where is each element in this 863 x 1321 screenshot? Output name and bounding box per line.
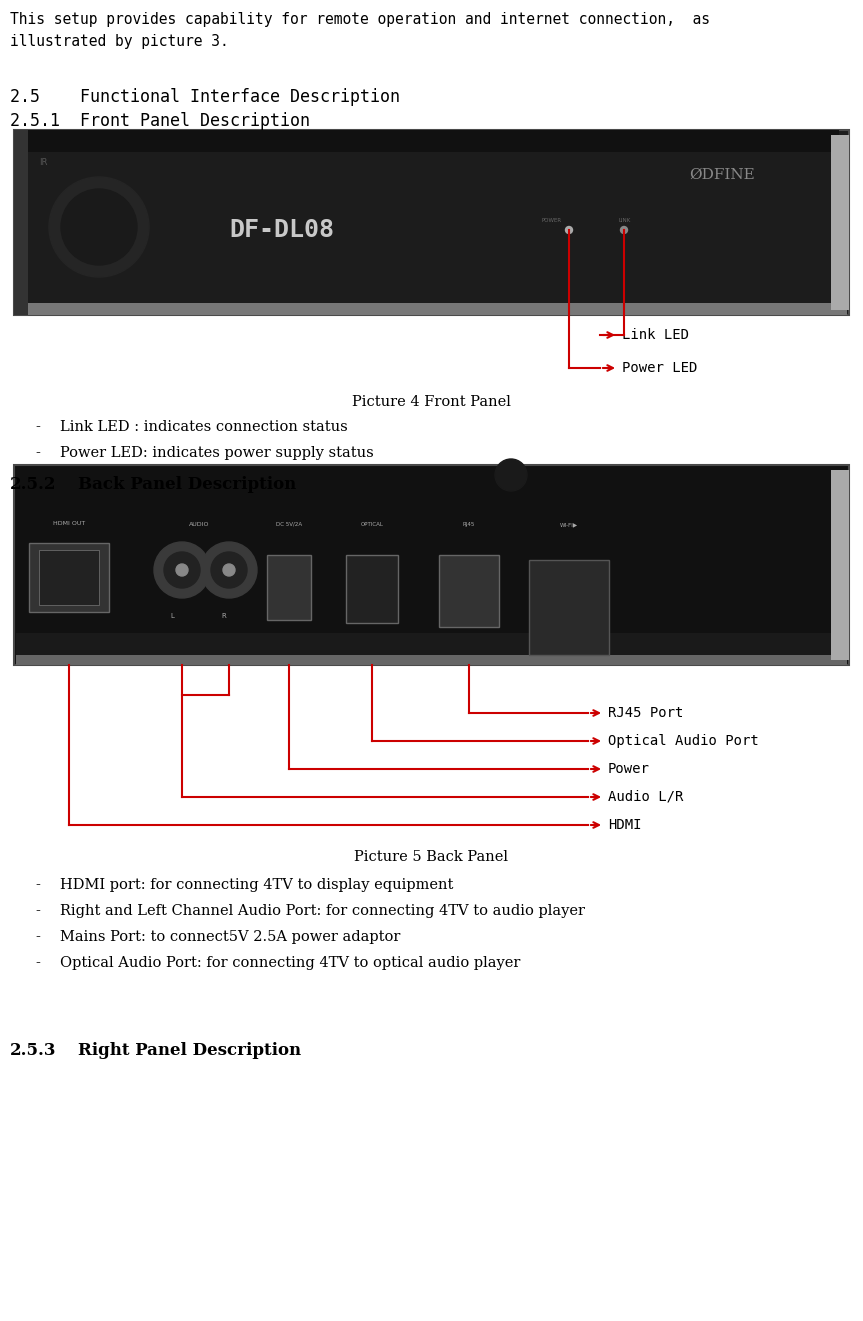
Text: Audio L/R: Audio L/R bbox=[608, 790, 683, 804]
Text: Optical Audio Port: Optical Audio Port bbox=[608, 734, 759, 748]
Text: Right Panel Description: Right Panel Description bbox=[78, 1042, 301, 1059]
Bar bbox=[39, 550, 99, 605]
FancyBboxPatch shape bbox=[29, 543, 109, 612]
Circle shape bbox=[201, 542, 257, 598]
Text: L: L bbox=[170, 613, 174, 620]
Text: -: - bbox=[35, 904, 40, 918]
Text: RJ45 Port: RJ45 Port bbox=[608, 705, 683, 720]
Bar bbox=[16, 653, 847, 664]
Text: -: - bbox=[35, 930, 40, 945]
Text: WI-FI▶: WI-FI▶ bbox=[560, 522, 578, 527]
FancyBboxPatch shape bbox=[14, 129, 849, 314]
Bar bbox=[439, 555, 499, 627]
Text: Optical Audio Port: for connecting 4TV to optical audio player: Optical Audio Port: for connecting 4TV t… bbox=[60, 956, 520, 970]
Text: Picture 4 Front Panel: Picture 4 Front Panel bbox=[351, 395, 510, 410]
Text: DC 5V/2A: DC 5V/2A bbox=[276, 522, 302, 527]
Circle shape bbox=[176, 564, 188, 576]
Bar bbox=[24, 129, 839, 152]
Circle shape bbox=[620, 226, 627, 234]
Text: 2.5.1  Front Panel Description: 2.5.1 Front Panel Description bbox=[10, 112, 310, 129]
Bar bbox=[14, 129, 28, 314]
Text: 2.5.3: 2.5.3 bbox=[10, 1042, 56, 1059]
Text: HDMI OUT: HDMI OUT bbox=[53, 520, 85, 526]
Text: 2.5.2: 2.5.2 bbox=[10, 476, 56, 493]
Text: RJ45: RJ45 bbox=[463, 522, 476, 527]
Text: HDMI port: for connecting 4TV to display equipment: HDMI port: for connecting 4TV to display… bbox=[60, 878, 453, 892]
Text: Link LED: Link LED bbox=[622, 328, 689, 342]
Text: IR: IR bbox=[39, 159, 47, 166]
Bar bbox=[831, 470, 849, 660]
Text: Back Panel Description: Back Panel Description bbox=[78, 476, 296, 493]
Bar bbox=[16, 633, 831, 655]
Bar bbox=[831, 135, 849, 310]
Bar bbox=[529, 560, 609, 655]
FancyBboxPatch shape bbox=[14, 465, 849, 664]
Text: R: R bbox=[222, 613, 226, 620]
Text: -: - bbox=[35, 446, 40, 460]
Text: DF-DL08: DF-DL08 bbox=[229, 218, 334, 242]
Circle shape bbox=[211, 552, 247, 588]
Text: -: - bbox=[35, 878, 40, 892]
Circle shape bbox=[154, 542, 210, 598]
Circle shape bbox=[495, 458, 527, 491]
Text: Right and Left Channel Audio Port: for connecting 4TV to audio player: Right and Left Channel Audio Port: for c… bbox=[60, 904, 585, 918]
Text: Link LED : indicates connection status: Link LED : indicates connection status bbox=[60, 420, 348, 435]
Text: ØDFINE: ØDFINE bbox=[689, 168, 755, 182]
Text: Power LED: Power LED bbox=[622, 361, 697, 375]
Text: This setup provides capability for remote operation and internet connection,  as: This setup provides capability for remot… bbox=[10, 12, 710, 26]
Text: -: - bbox=[35, 420, 40, 435]
Text: illustrated by picture 3.: illustrated by picture 3. bbox=[10, 34, 229, 49]
Bar bbox=[267, 555, 311, 620]
Circle shape bbox=[223, 564, 235, 576]
Text: OPTICAL: OPTICAL bbox=[361, 522, 383, 527]
Circle shape bbox=[49, 177, 149, 277]
Text: Picture 5 Back Panel: Picture 5 Back Panel bbox=[354, 849, 508, 864]
Text: LINK: LINK bbox=[618, 218, 630, 223]
Text: Mains Port: to connect5V 2.5A power adaptor: Mains Port: to connect5V 2.5A power adap… bbox=[60, 930, 400, 945]
Text: Power LED: indicates power supply status: Power LED: indicates power supply status bbox=[60, 446, 374, 460]
Circle shape bbox=[565, 226, 572, 234]
Text: -: - bbox=[35, 956, 40, 970]
Text: 2.5    Functional Interface Description: 2.5 Functional Interface Description bbox=[10, 89, 400, 106]
Text: AUDIO: AUDIO bbox=[189, 522, 209, 527]
Circle shape bbox=[61, 189, 137, 266]
Text: Power: Power bbox=[608, 762, 650, 775]
Text: POWER: POWER bbox=[541, 218, 561, 223]
Text: HDMI: HDMI bbox=[608, 818, 641, 832]
Bar bbox=[16, 303, 847, 314]
Bar bbox=[346, 555, 398, 624]
Circle shape bbox=[164, 552, 200, 588]
